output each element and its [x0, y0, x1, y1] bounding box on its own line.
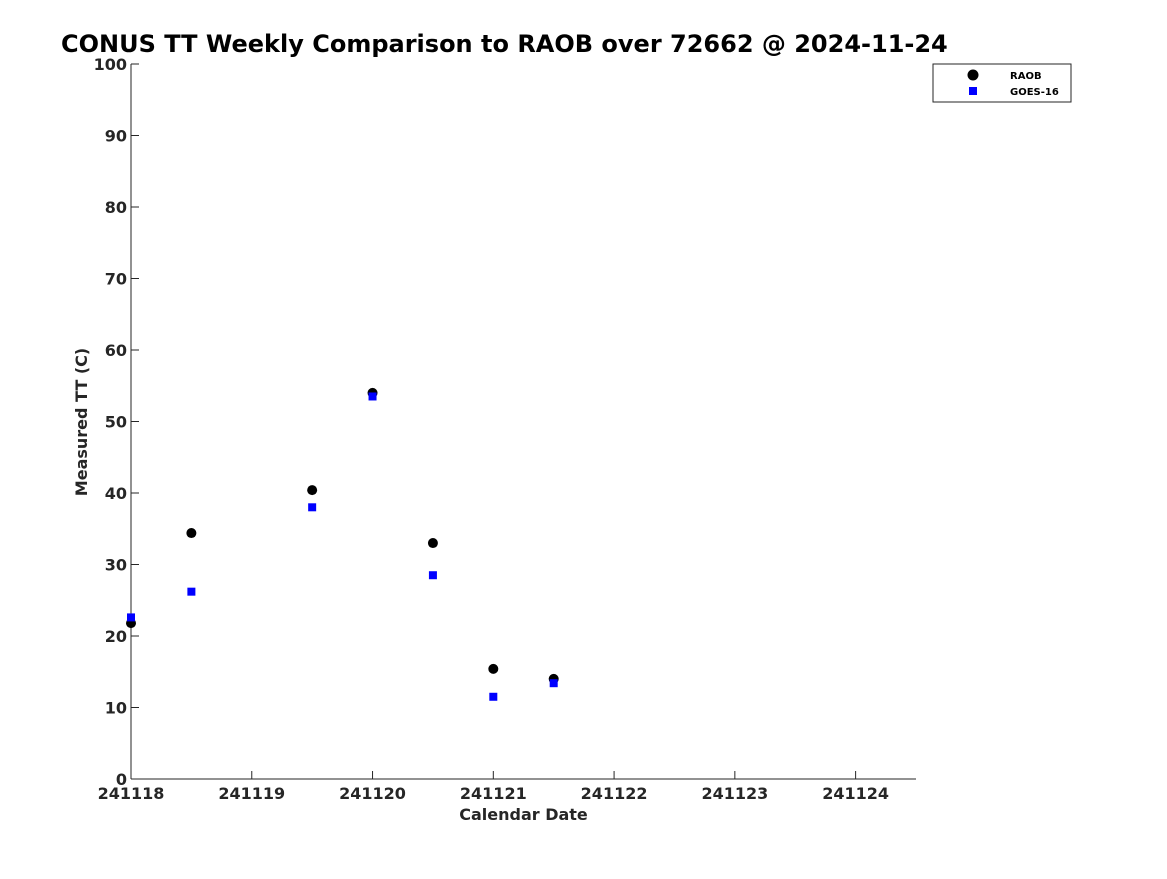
- y-tick-label: 50: [105, 413, 127, 432]
- x-tick-label: 241120: [339, 784, 406, 803]
- y-tick-label: 20: [105, 627, 127, 646]
- x-tick-label: 241122: [581, 784, 648, 803]
- goes-16-point: [428, 571, 437, 580]
- legend-marker-raob: [967, 69, 979, 81]
- x-tick-label: 241123: [701, 784, 768, 803]
- x-tick-label: 241124: [822, 784, 889, 803]
- goes-16-point: [187, 587, 196, 596]
- x-axis-title: Calendar Date: [459, 805, 588, 824]
- y-tick-label: 90: [105, 127, 127, 146]
- legend-marker-goes-16: [969, 87, 977, 95]
- y-tick-label: 80: [105, 198, 127, 217]
- axes: 241118 241119 241120 241121 241122 241123 2411…: [94, 55, 916, 803]
- raob-point: [427, 538, 438, 549]
- y-tick-label: 10: [105, 699, 127, 718]
- goes-16-point: [127, 613, 135, 622]
- raob-point: [307, 485, 318, 496]
- data-points: [126, 387, 559, 701]
- goes-16-point: [368, 392, 377, 401]
- y-tick-label: 30: [105, 556, 127, 575]
- chart-title: CONUS TT Weekly Comparison to RAOB over …: [61, 30, 948, 58]
- x-tick-label: 241119: [218, 784, 285, 803]
- legend-box: [932, 63, 1072, 103]
- y-tick-label: 60: [105, 341, 127, 360]
- raob-point: [488, 663, 499, 674]
- goes-16-point: [489, 692, 498, 701]
- y-tick-label: 70: [105, 270, 127, 289]
- y-tick-label: 100: [94, 55, 127, 74]
- goes-16-point: [308, 503, 317, 512]
- x-tick-label: 241121: [460, 784, 527, 803]
- legend-label-raob: RAOB: [1010, 71, 1042, 82]
- goes-16-point: [549, 679, 558, 688]
- y-tick-label: 0: [116, 770, 127, 789]
- legend-label-goes-16: GOES-16: [1010, 87, 1059, 98]
- legend: RAOB GOES-16: [932, 63, 1072, 103]
- y-tick-label: 40: [105, 484, 127, 503]
- raob-point: [186, 528, 197, 539]
- x-tick-label: 241118: [98, 784, 165, 803]
- y-axis-title: Measured TT (C): [72, 348, 91, 496]
